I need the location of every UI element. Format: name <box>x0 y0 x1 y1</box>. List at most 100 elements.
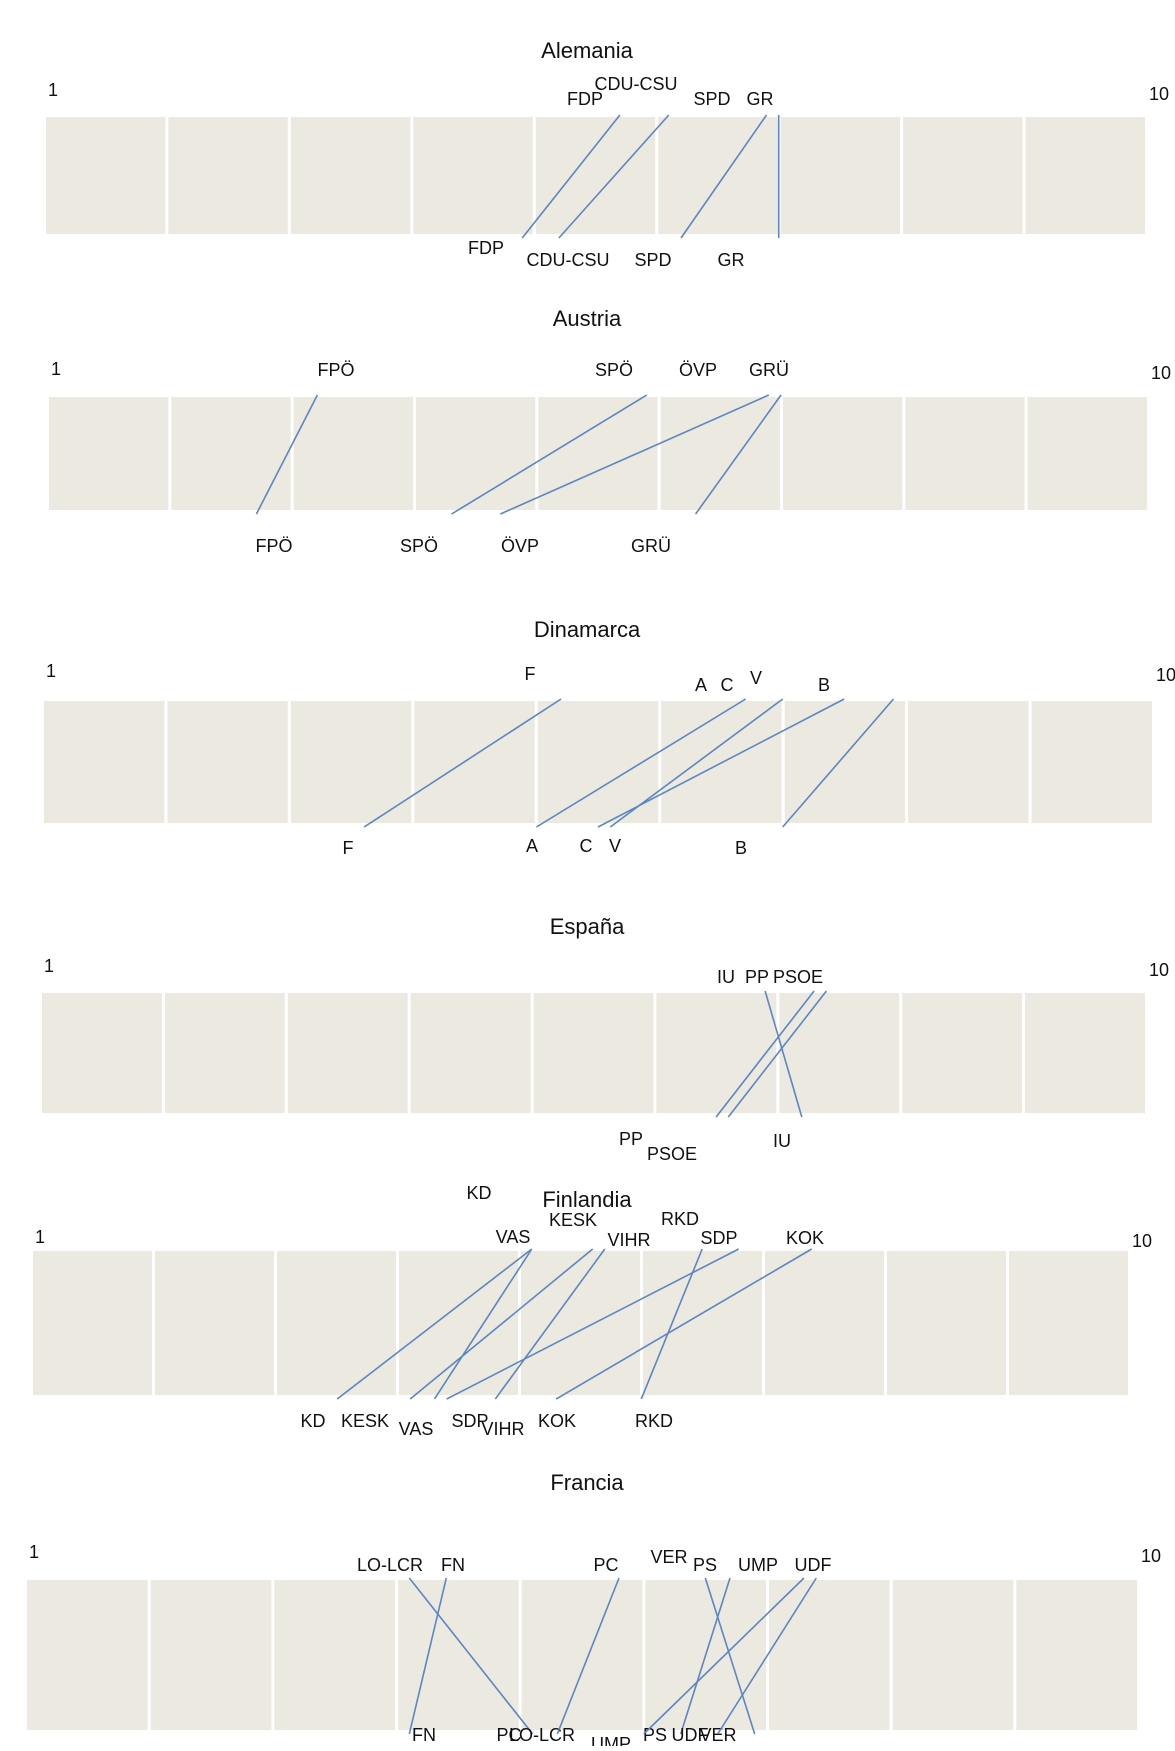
scale-cell <box>643 1251 762 1395</box>
party-label-bottom: VAS <box>399 1419 434 1439</box>
party-link-pp <box>715 990 815 1118</box>
scale-cell <box>1025 993 1145 1113</box>
party-label-top: LO-LCR <box>357 1555 423 1575</box>
scale-max-label: 10 <box>1149 960 1169 980</box>
party-link-vihr <box>494 1248 606 1400</box>
scale-cell <box>769 1580 890 1730</box>
party-link-udf <box>717 1577 817 1735</box>
party-label-bottom: IU <box>773 1131 791 1151</box>
scale-cell <box>892 1580 1014 1730</box>
scale-cell <box>780 117 901 234</box>
party-label-top: PP <box>745 967 769 987</box>
party-link-cdu-csu <box>558 114 670 239</box>
scale-cell <box>410 993 531 1113</box>
scale-cell <box>1025 117 1145 234</box>
party-link-spd <box>680 114 768 239</box>
party-label-top: C <box>721 675 734 695</box>
scale-max-label: 10 <box>1156 665 1175 685</box>
party-label-bottom: ÖVP <box>501 536 539 556</box>
party-label-bottom: PS <box>643 1725 667 1745</box>
party-label-top: KOK <box>786 1228 824 1248</box>
scale-min-label: 1 <box>46 661 56 681</box>
scale-min-label: 1 <box>29 1542 39 1562</box>
party-label-bottom: PP <box>619 1129 643 1149</box>
party-label-bottom: B <box>735 838 747 858</box>
scale-cell <box>293 397 413 510</box>
party-label-top: UMP <box>738 1555 778 1575</box>
party-label-top: GRÜ <box>749 360 789 380</box>
scale-min-label: 1 <box>35 1227 45 1247</box>
party-link-fn <box>408 1577 448 1735</box>
party-label-bottom: FN <box>412 1725 436 1745</box>
party-label-bottom: VIHR <box>481 1419 524 1439</box>
party-label-top: KESK <box>549 1210 597 1230</box>
party-label-top: SPÖ <box>595 360 633 380</box>
panel-title: Dinamarca <box>534 617 641 642</box>
party-link-psoe <box>727 990 828 1118</box>
panel-title: Finlandia <box>542 1187 632 1212</box>
scale-max-label: 10 <box>1149 84 1169 104</box>
scale-cell <box>533 993 654 1113</box>
party-link-sdp <box>446 1248 740 1400</box>
party-link-rkd <box>640 1248 703 1400</box>
party-label-top: V <box>750 668 762 688</box>
scale-cell <box>1031 701 1152 823</box>
party-link-a <box>535 698 747 828</box>
scale-cell <box>150 1580 272 1730</box>
party-link-grü <box>694 394 782 515</box>
party-label-bottom: SDP <box>451 1411 488 1431</box>
party-label-top: KD <box>466 1183 491 1203</box>
scale-cell <box>398 1580 519 1730</box>
scale-cell <box>155 1251 274 1395</box>
scale-cell <box>903 117 1023 234</box>
party-label-bottom: SPD <box>634 250 671 270</box>
scale-cell <box>46 117 166 234</box>
party-label-top: A <box>695 675 707 695</box>
scale-cell <box>274 1580 395 1730</box>
panel-title: Austria <box>553 306 622 331</box>
party-label-bottom: UDF <box>672 1725 709 1745</box>
scale-cell <box>521 1580 643 1730</box>
scale-min-label: 1 <box>51 359 61 379</box>
party-link-iu <box>764 990 803 1118</box>
scale-cell <box>167 701 288 823</box>
scale-cell <box>537 701 659 823</box>
scale-cell <box>887 1251 1006 1395</box>
scale-cell <box>413 117 533 234</box>
party-link-lo-lcr <box>408 1577 534 1735</box>
scale-cell <box>290 701 412 823</box>
scale-cell <box>658 117 778 234</box>
party-label-bottom: GRÜ <box>631 536 671 556</box>
party-link-fdp <box>521 114 621 239</box>
party-link-övp <box>500 394 770 515</box>
scale-cell <box>1027 397 1147 510</box>
scale-min-label: 1 <box>44 956 54 976</box>
scale-cell <box>49 397 169 510</box>
party-label-top: CDU-CSU <box>595 74 678 94</box>
party-label-bottom: F <box>343 838 354 858</box>
party-link-spö <box>451 394 648 515</box>
party-label-top: SDP <box>700 1228 737 1248</box>
party-label-top: FDP <box>567 89 603 109</box>
party-link-ps <box>679 1577 731 1735</box>
party-label-top: ÖVP <box>679 360 717 380</box>
scale-max-label: 10 <box>1141 1546 1161 1566</box>
party-label-top: PS <box>693 1555 717 1575</box>
party-label-top: IU <box>717 967 735 987</box>
scale-cell <box>535 117 656 234</box>
scale-max-label: 10 <box>1151 363 1171 383</box>
party-label-top: FPÖ <box>317 360 354 380</box>
scale-cell <box>287 993 408 1113</box>
panel-finlandia: Finlandia 1 10 KD KD VAS VAS KESK KESK VIHR VIHR RK… <box>33 1183 1152 1439</box>
party-link-pc <box>556 1577 620 1735</box>
party-link-kd <box>336 1248 533 1400</box>
scale-max-label: 10 <box>1132 1231 1152 1251</box>
scale-cell <box>33 1251 152 1395</box>
party-label-top: UDF <box>795 1555 832 1575</box>
scale-cell <box>908 701 1029 823</box>
party-label-top: RKD <box>661 1209 699 1229</box>
party-label-top: GR <box>747 89 774 109</box>
party-link-f <box>363 698 562 828</box>
